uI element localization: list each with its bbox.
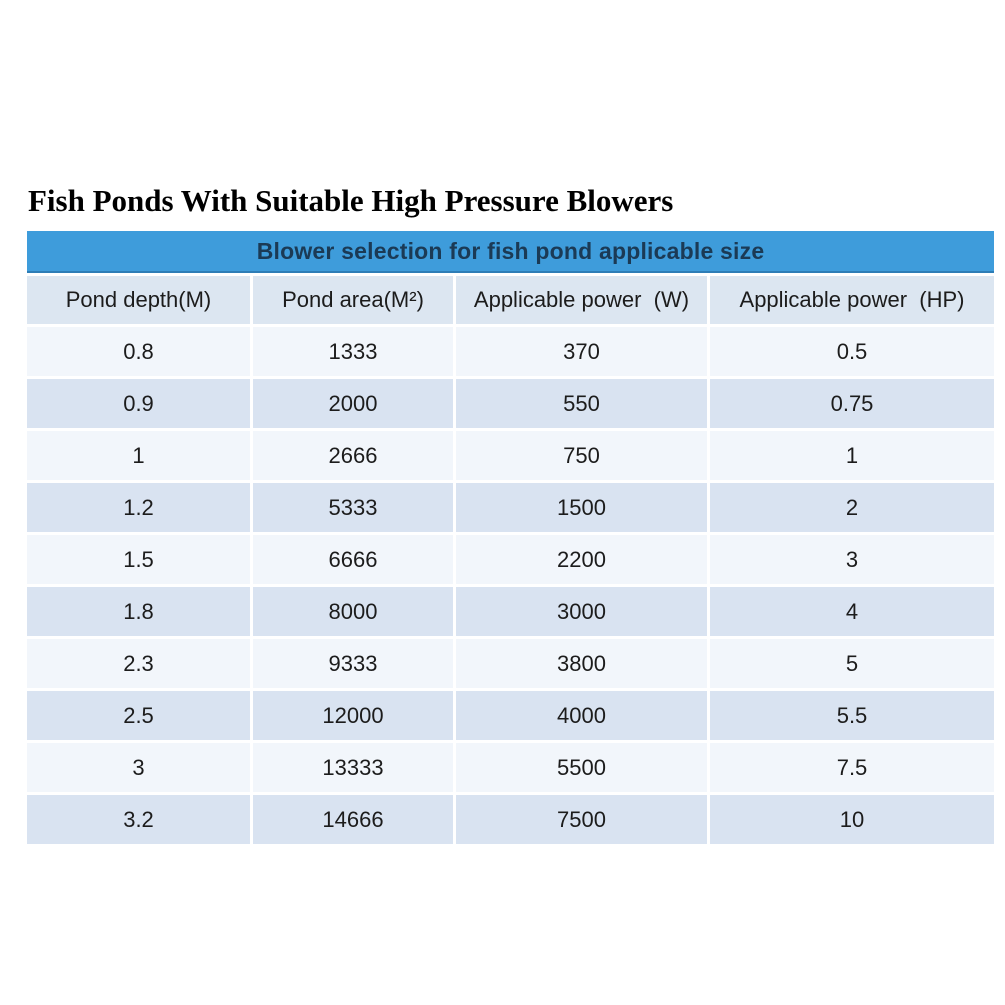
cell: 4 [710,587,995,636]
cell: 13333 [253,743,453,792]
table-row: 2.3 9333 3800 5 [27,639,995,688]
cell: 2.5 [27,691,250,740]
column-header-pond-depth: Pond depth(M) [27,276,250,324]
cell: 5333 [253,483,453,532]
cell: 0.8 [27,327,250,376]
banner-row: Blower selection for fish pond applicabl… [27,231,995,273]
cell: 1.5 [27,535,250,584]
header-row: Pond depth(M) Pond area(M²) Applicable p… [27,276,995,324]
cell: 4000 [456,691,707,740]
blower-selection-table: Blower selection for fish pond applicabl… [24,228,997,847]
cell: 5500 [456,743,707,792]
table-row: 1.8 8000 3000 4 [27,587,995,636]
table-row: 3.2 14666 7500 10 [27,795,995,844]
column-header-power-hp: Applicable power (HP) [710,276,995,324]
cell: 3800 [456,639,707,688]
cell: 7500 [456,795,707,844]
page-title: Fish Ponds With Suitable High Pressure B… [28,182,674,218]
cell: 5.5 [710,691,995,740]
cell: 550 [456,379,707,428]
cell: 0.5 [710,327,995,376]
cell: 7.5 [710,743,995,792]
column-header-power-w: Applicable power (W) [456,276,707,324]
cell: 3 [27,743,250,792]
cell: 6666 [253,535,453,584]
cell: 10 [710,795,995,844]
cell: 9333 [253,639,453,688]
cell: 1 [27,431,250,480]
table-row: 3 13333 5500 7.5 [27,743,995,792]
cell: 0.75 [710,379,995,428]
table-body: 0.8 1333 370 0.5 0.9 2000 550 0.75 1 2666 750 1 1.2 5… [27,327,995,844]
cell: 12000 [253,691,453,740]
cell: 3000 [456,587,707,636]
cell: 1 [710,431,995,480]
cell: 3 [710,535,995,584]
cell: 1.2 [27,483,250,532]
table-banner: Blower selection for fish pond applicabl… [27,231,995,273]
cell: 370 [456,327,707,376]
cell: 0.9 [27,379,250,428]
cell: 1.8 [27,587,250,636]
cell: 2.3 [27,639,250,688]
cell: 2 [710,483,995,532]
cell: 8000 [253,587,453,636]
table-row: 0.8 1333 370 0.5 [27,327,995,376]
table-row: 1 2666 750 1 [27,431,995,480]
cell: 2666 [253,431,453,480]
cell: 750 [456,431,707,480]
column-header-pond-area: Pond area(M²) [253,276,453,324]
table-row: 2.5 12000 4000 5.5 [27,691,995,740]
cell: 2200 [456,535,707,584]
cell: 14666 [253,795,453,844]
cell: 1500 [456,483,707,532]
cell: 3.2 [27,795,250,844]
table-row: 1.2 5333 1500 2 [27,483,995,532]
cell: 5 [710,639,995,688]
table-row: 0.9 2000 550 0.75 [27,379,995,428]
table-row: 1.5 6666 2200 3 [27,535,995,584]
cell: 1333 [253,327,453,376]
cell: 2000 [253,379,453,428]
